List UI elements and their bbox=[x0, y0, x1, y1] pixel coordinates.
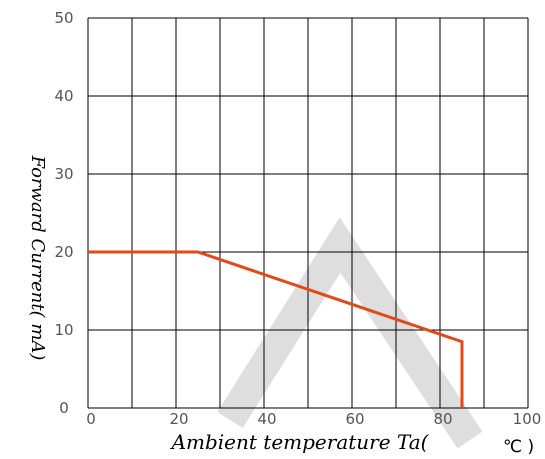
x-tick-label: 80 bbox=[433, 410, 452, 428]
x-tick-label: 20 bbox=[169, 410, 188, 428]
series-line bbox=[88, 250, 464, 408]
x-tick-labels: 0 20 40 60 80 100 bbox=[86, 410, 541, 428]
watermark bbox=[217, 217, 483, 449]
y-tick-label: 40 bbox=[54, 87, 73, 105]
x-axis-label: Ambient temperature Ta( bbox=[170, 430, 430, 454]
y-tick-label: 0 bbox=[59, 399, 69, 417]
x-tick-label: 100 bbox=[513, 410, 542, 428]
grid bbox=[87, 17, 529, 409]
y-axis-label: Forward Current( mA) bbox=[27, 155, 48, 361]
x-tick-label: 60 bbox=[345, 410, 364, 428]
y-tick-label: 30 bbox=[54, 165, 73, 183]
series-group bbox=[88, 250, 464, 408]
x-axis-unit: ℃ ) bbox=[503, 437, 534, 457]
x-tick-label: 0 bbox=[86, 410, 96, 428]
x-tick-label: 40 bbox=[257, 410, 276, 428]
watermark-stroke bbox=[217, 217, 483, 449]
y-tick-labels: 0 10 20 30 40 50 bbox=[54, 9, 73, 417]
y-tick-label: 10 bbox=[54, 321, 73, 339]
y-tick-label: 50 bbox=[54, 9, 73, 27]
y-tick-label: 20 bbox=[54, 243, 73, 261]
